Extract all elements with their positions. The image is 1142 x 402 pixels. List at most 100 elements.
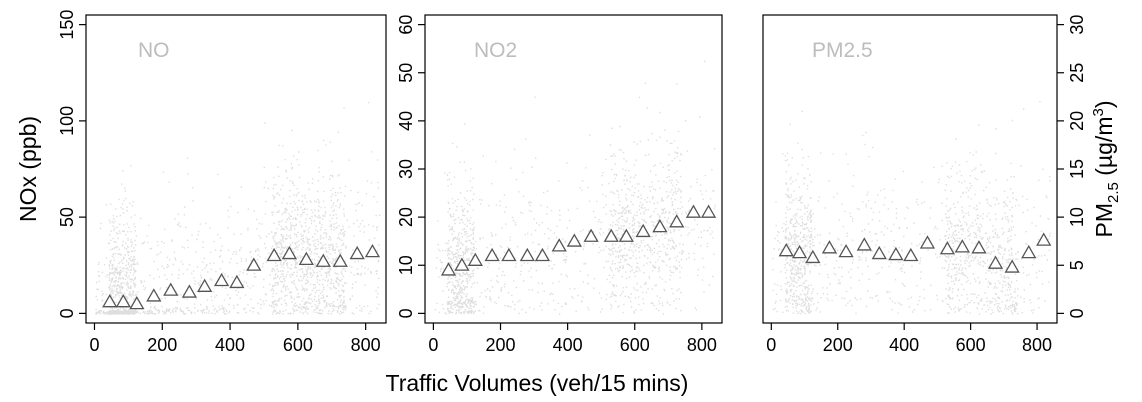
- mean-marker-no: [315, 253, 331, 267]
- x-tick-label-no2: 200: [485, 335, 515, 355]
- x-tick-label-no: 800: [351, 335, 381, 355]
- mean-marker-pm25: [1036, 232, 1052, 246]
- mean-marker-no: [246, 257, 262, 271]
- mean-marker-no: [181, 284, 198, 298]
- mean-marker-no: [146, 288, 162, 302]
- tick-marks-no: 0 200 400 600 800 0 50 100 150: [57, 10, 381, 355]
- mean-marker-no: [213, 272, 230, 287]
- mean-marker-no: [229, 274, 245, 289]
- mean-marker-no: [364, 243, 381, 258]
- mean-marker-no2: [618, 228, 634, 242]
- x-tick-label-no2: 600: [620, 335, 650, 355]
- y-axis-title-right-unit: (µg/m: [1091, 117, 1117, 183]
- mean-marker-no: [102, 294, 118, 308]
- mean-marker-pm25: [987, 255, 1004, 269]
- x-tick-label-pm25: 800: [1022, 335, 1052, 355]
- x-tick-label-pm25: 400: [889, 335, 919, 355]
- mean-marker-no2: [534, 247, 551, 262]
- scatter-cloud-pm25: [772, 101, 1051, 315]
- y-axis-title-left: NOx (ppb): [15, 116, 41, 222]
- scatter-cloud-no2: [434, 60, 716, 315]
- y-tick-label-no: 150: [57, 10, 77, 40]
- x-tick-label-no: 0: [89, 335, 99, 355]
- x-tick-label-pm25: 0: [766, 335, 776, 355]
- y-tick-label-no: 50: [57, 207, 77, 227]
- y-tick-label-no2: 30: [396, 159, 416, 179]
- y-tick-label-pm25: 20: [1067, 111, 1087, 131]
- panel-no2: NO2 0 200 400 600 800 0 10 20 30 40 50 60: [396, 14, 723, 355]
- x-tick-label-no: 200: [147, 335, 177, 355]
- y-tick-label-pm25: 15: [1067, 159, 1087, 179]
- mean-marker-no2: [685, 204, 702, 218]
- y-tick-label-pm25: 30: [1067, 15, 1087, 35]
- mean-markers-no: [102, 243, 381, 310]
- x-tick-label-pm25: 600: [956, 335, 986, 355]
- tick-marks-pm25: 0 200 400 600 800 0 5 10 15 20 25 30: [766, 15, 1087, 355]
- y-tick-label-pm25: 10: [1067, 207, 1087, 227]
- y-axis-title-right-subscript: 2.5: [1105, 182, 1122, 203]
- mean-marker-pm25: [939, 241, 955, 255]
- mean-marker-pm25: [954, 239, 970, 253]
- x-tick-label-no2: 400: [553, 335, 583, 355]
- x-tick-label-no: 400: [215, 335, 245, 355]
- mean-marker-no2: [454, 257, 470, 271]
- panel-label-no: NO: [138, 39, 170, 62]
- y-tick-label-no2: 0: [396, 308, 416, 318]
- mean-marker-pm25: [856, 237, 872, 251]
- plot-frame-no: [85, 14, 387, 324]
- tick-marks-no2: 0 200 400 600 800 0 10 20 30 40 50 60: [396, 15, 717, 355]
- y-tick-label-pm25: 5: [1067, 260, 1087, 270]
- y-tick-label-no2: 40: [396, 111, 416, 131]
- mean-marker-no2: [566, 233, 582, 247]
- mean-marker-no2: [583, 228, 599, 242]
- mean-marker-no2: [669, 214, 685, 228]
- y-axis-title-right-close: ): [1091, 100, 1117, 108]
- y-tick-label-no: 0: [57, 308, 77, 318]
- y-tick-label-pm25: 25: [1067, 63, 1087, 83]
- y-tick-label-no2: 60: [396, 15, 416, 35]
- mean-marker-no2: [440, 262, 457, 276]
- mean-marker-no2: [467, 252, 483, 266]
- scatter-points-pm25: [772, 101, 1051, 315]
- mean-marker-pm25: [821, 240, 838, 254]
- y-tick-label-no2: 50: [396, 63, 416, 83]
- mean-marker-no2: [700, 204, 717, 218]
- mean-markers-no2: [440, 204, 717, 276]
- mean-marker-pm25: [1021, 244, 1037, 259]
- mean-marker-no: [197, 278, 213, 292]
- mean-marker-no: [129, 295, 145, 310]
- mean-markers-pm25: [778, 232, 1052, 273]
- mean-marker-pm25: [1004, 259, 1020, 273]
- mean-marker-no: [332, 253, 348, 267]
- mean-marker-no: [163, 282, 179, 296]
- mean-marker-no2: [652, 218, 668, 233]
- mean-marker-pm25: [791, 244, 808, 259]
- mean-marker-no: [349, 245, 365, 260]
- mean-marker-no2: [484, 247, 500, 262]
- mean-marker-no: [281, 245, 298, 260]
- y-axis-title-right-main: PM: [1091, 203, 1117, 238]
- y-tick-label-no: 100: [57, 106, 77, 136]
- mean-marker-pm25: [903, 247, 919, 262]
- mean-marker-pm25: [919, 235, 936, 249]
- x-tick-label-no: 600: [283, 335, 313, 355]
- panel-pm25: PM2.5 0 200 400 600 800 0 5 10 15 20 25 30: [762, 14, 1087, 355]
- y-axis-title-right: PM2.5 (µg/m3): [1090, 100, 1122, 237]
- mean-marker-pm25: [971, 240, 987, 254]
- mean-marker-no2: [501, 247, 517, 262]
- mean-marker-no2: [635, 223, 651, 238]
- mean-marker-pm25: [871, 245, 887, 260]
- y-tick-label-no2: 20: [396, 207, 416, 227]
- x-axis-title: Traffic Volumes (veh/15 mins): [386, 370, 689, 396]
- mean-marker-no2: [519, 247, 535, 262]
- y-axis-title-right-superscript: 3: [1090, 108, 1107, 116]
- x-tick-label-pm25: 200: [823, 335, 853, 355]
- panel-no: NO 0 200 400 600 800 0 50 100 150: [57, 10, 387, 355]
- mean-marker-no: [266, 247, 282, 262]
- scatter-points-no2: [434, 60, 716, 315]
- mean-marker-no: [115, 294, 131, 308]
- mean-marker-no2: [551, 238, 567, 252]
- mean-marker-pm25: [805, 249, 821, 264]
- plot-frame-pm25: [762, 14, 1058, 324]
